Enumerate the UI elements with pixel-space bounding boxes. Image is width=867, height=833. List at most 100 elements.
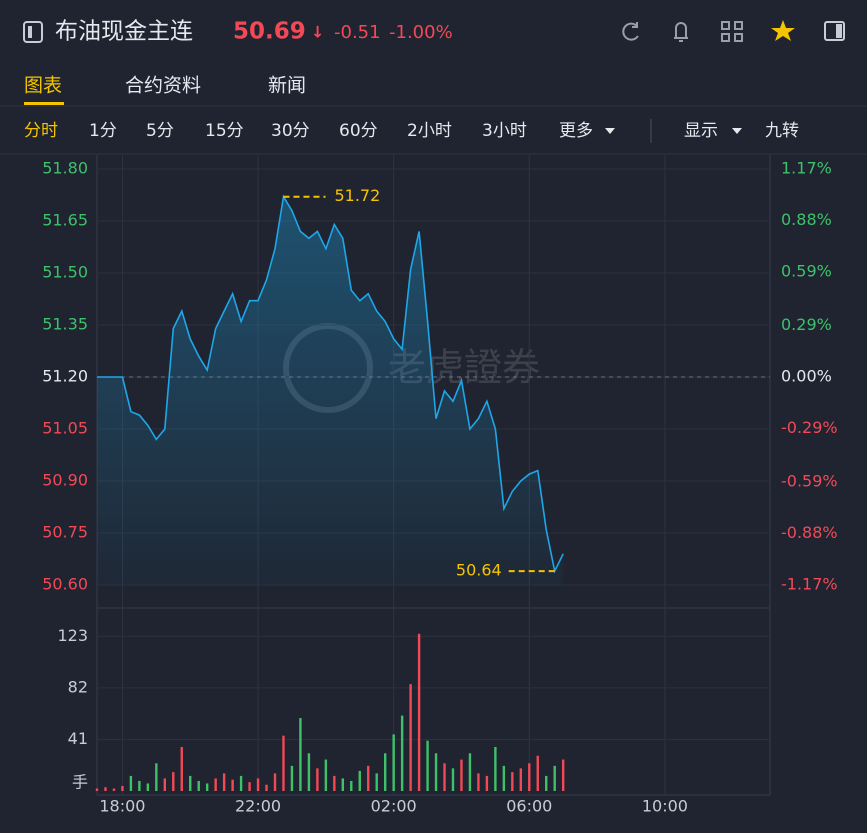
favorite-icon[interactable] <box>771 20 795 41</box>
y2-tick-label: -0.29% <box>781 418 838 437</box>
volume-bar <box>434 753 438 791</box>
volume-bar <box>367 765 370 791</box>
volume-bar <box>409 684 412 791</box>
volume-bar <box>282 735 285 791</box>
volume-bar <box>231 779 234 791</box>
volume-bar <box>460 759 463 791</box>
dropdown-arrow <box>605 128 615 134</box>
period-button[interactable]: 1分 <box>89 121 117 141</box>
volume-bar <box>155 763 158 791</box>
volume-bar <box>197 780 200 791</box>
volume-bar <box>468 753 472 791</box>
y-tick-label: 82 <box>68 677 88 696</box>
volume-bar <box>121 785 124 791</box>
volume-bar <box>180 746 183 791</box>
volume-bar <box>519 768 523 791</box>
y-tick-label: 41 <box>68 729 88 748</box>
volume-bar <box>392 734 395 791</box>
volume-bar <box>129 775 133 791</box>
volume-bar <box>383 753 387 791</box>
y2-tick-label: 1.17% <box>781 159 832 178</box>
y2-tick-label: -0.59% <box>781 471 838 490</box>
price-line <box>97 194 564 574</box>
last-price: 50.69 <box>233 19 306 45</box>
panel-icon[interactable] <box>824 21 845 41</box>
x-tick-label: 02:00 <box>371 797 417 816</box>
menu-icon[interactable] <box>23 21 43 43</box>
volume-bar <box>256 778 260 791</box>
toolbar-button[interactable]: 九转 <box>765 121 799 141</box>
volume-bar <box>104 787 107 791</box>
volume-bar <box>324 759 328 791</box>
volume-bar <box>553 765 556 791</box>
volume-bar <box>426 740 429 791</box>
volume-bar <box>511 772 514 791</box>
volume-bar <box>248 782 251 791</box>
x-tick-label: 22:00 <box>235 797 281 816</box>
volume-bar <box>341 778 345 791</box>
volume-bar <box>494 746 497 791</box>
volume-bar <box>307 753 311 791</box>
price-change-pct: -1.00% <box>389 22 453 43</box>
period-button[interactable]: 60分 <box>339 121 378 141</box>
period-button[interactable]: 分时 <box>24 121 58 141</box>
refresh-icon[interactable] <box>622 22 639 41</box>
volume-bar <box>443 763 446 791</box>
panel-icon-fill <box>836 24 842 38</box>
volume-bar <box>146 783 150 791</box>
volume-bar <box>172 772 175 791</box>
volume-bar <box>205 783 209 791</box>
period-button[interactable]: 5分 <box>146 121 174 141</box>
tab[interactable]: 合约资料 <box>125 75 201 97</box>
period-button[interactable]: 15分 <box>205 121 244 141</box>
alert-icon[interactable] <box>674 22 688 42</box>
volume-bar <box>273 773 277 791</box>
volume-bar <box>502 765 506 791</box>
period-button[interactable]: 更多 <box>559 121 593 141</box>
x-tick-label: 06:00 <box>506 797 552 816</box>
volume-bar <box>214 778 217 791</box>
period-button[interactable]: 30分 <box>271 121 310 141</box>
price-arrow: ↓ <box>311 23 324 42</box>
dropdown-arrow <box>732 128 742 134</box>
y-tick-label: 50.90 <box>42 471 88 490</box>
annotation-label: 50.64 <box>456 561 502 580</box>
tab[interactable]: 新闻 <box>268 75 306 97</box>
tab-underline <box>24 102 64 105</box>
volume-bar <box>358 770 361 791</box>
y-tick-label: 51.80 <box>42 159 88 178</box>
toolbar-button[interactable]: 显示 <box>684 121 718 141</box>
volume-bar <box>561 759 565 791</box>
y2-tick-label: 0.59% <box>781 262 832 281</box>
volume-bar <box>299 718 302 791</box>
y-tick-label: 123 <box>57 626 88 645</box>
plot: 18:00 22:00 02:00 06:00 10:00 51.80 51.65 51.50… <box>42 155 838 816</box>
period-button[interactable]: 2小时 <box>407 121 452 141</box>
y-tick-label: 51.50 <box>42 263 88 282</box>
y2-tick-label: 0.88% <box>781 210 832 229</box>
volume-bar <box>222 773 226 791</box>
volume-bar <box>265 784 268 791</box>
volume-bar <box>545 775 548 791</box>
annotation-label: 51.72 <box>334 186 380 205</box>
price-area <box>97 196 564 585</box>
price-change: -0.51 <box>334 22 381 43</box>
y-tick-label: 手 <box>72 773 88 792</box>
period-button[interactable]: 3小时 <box>482 121 527 141</box>
volume-bar <box>477 773 480 791</box>
periods: 分时 1分 5分 15分 30分 60分 2小时 3小时 更多 显示 九转 <box>24 121 799 141</box>
volume-bar <box>95 788 99 791</box>
y-tick-label: 51.35 <box>42 315 88 334</box>
y-tick-label: 50.60 <box>42 575 88 594</box>
volume-bar <box>163 778 167 791</box>
y-tick-label: 51.65 <box>42 211 88 230</box>
layout-icon[interactable] <box>721 21 743 42</box>
volume-bar <box>333 775 336 791</box>
y2-tick-label: 0.29% <box>781 315 832 334</box>
tab[interactable]: 图表 <box>24 75 62 97</box>
volume-bar <box>528 763 531 791</box>
volume-bar <box>189 775 192 791</box>
y2-tick-label: -0.88% <box>781 523 838 542</box>
volume-bar <box>350 780 353 791</box>
volume-bar <box>536 755 539 791</box>
